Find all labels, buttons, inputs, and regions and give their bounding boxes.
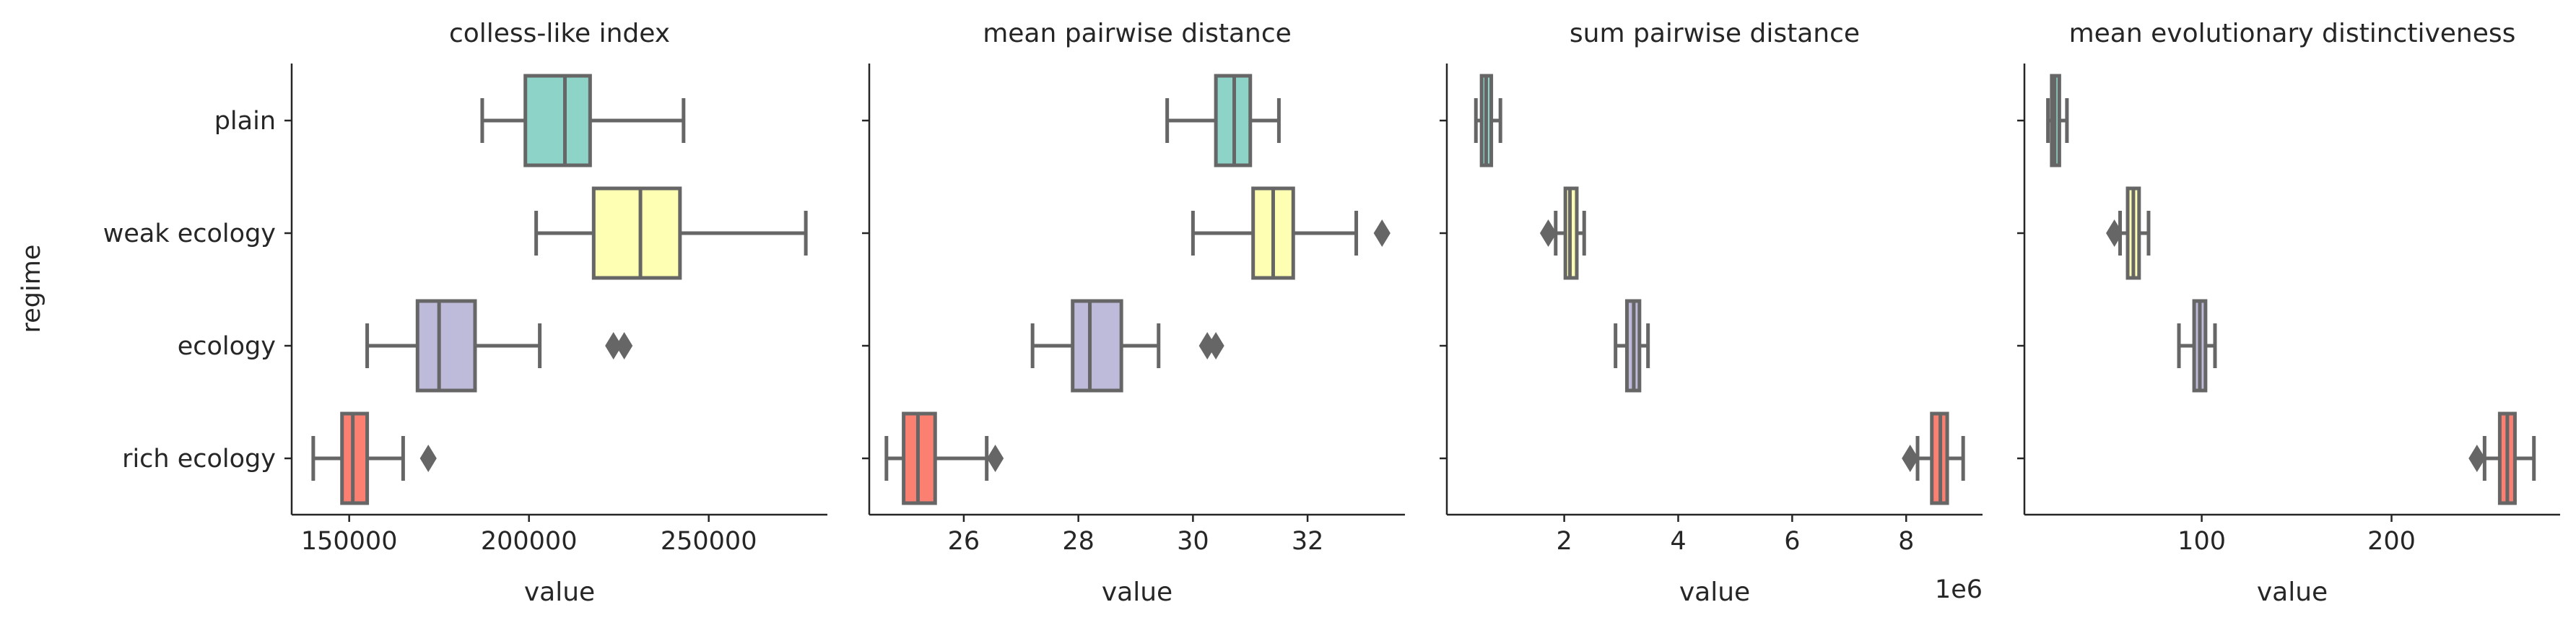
y-tick-label: rich ecology xyxy=(122,445,276,474)
panel-title: colless-like index xyxy=(449,19,670,48)
x-tick-label: 28 xyxy=(1062,527,1095,556)
box-weak-ecology xyxy=(1539,186,1586,280)
x-tick-label: 150000 xyxy=(301,527,398,556)
x-axis-label: value xyxy=(1679,577,1750,607)
y-tick-label: plain xyxy=(214,107,276,136)
outlier-point xyxy=(2468,445,2486,472)
panel-2: mean pairwise distance 26 28 30 32 value xyxy=(862,19,1405,607)
box-ecology xyxy=(1614,299,1650,393)
outlier-point xyxy=(616,332,633,359)
x-tick-label: 4 xyxy=(1670,527,1686,556)
box-ecology xyxy=(2177,299,2217,393)
x-tick-label: 200000 xyxy=(481,527,578,556)
x-axis-label: value xyxy=(524,577,595,607)
box-rich-ecology xyxy=(311,411,437,505)
panel-title: sum pairwise distance xyxy=(1570,19,1860,48)
outlier-point xyxy=(1539,219,1557,247)
panel-4: mean evolutionary distinctiveness 100 200 v… xyxy=(2017,19,2560,607)
outlier-point xyxy=(1207,332,1224,359)
y-tick-label: ecology xyxy=(178,332,276,361)
box-iqr xyxy=(415,299,477,393)
outlier-point xyxy=(2106,219,2123,247)
x-tick-label: 26 xyxy=(948,527,980,556)
box-rich-ecology xyxy=(2468,411,2536,505)
box-weak-ecology xyxy=(1191,186,1391,280)
x-tick-label: 8 xyxy=(1898,527,1914,556)
panel-title: mean evolutionary distinctiveness xyxy=(2069,19,2516,48)
box-plain xyxy=(1474,74,1502,167)
x-offset-label: 1e6 xyxy=(1935,575,1983,604)
x-axis-label: value xyxy=(1102,577,1172,607)
box-iqr xyxy=(1071,299,1123,393)
box-weak-ecology xyxy=(534,186,808,280)
box-plain xyxy=(480,74,686,167)
box-ecology xyxy=(1030,299,1224,393)
outlier-point xyxy=(1902,445,1919,472)
outlier-point xyxy=(419,445,437,472)
box-weak-ecology xyxy=(2106,186,2151,280)
box-iqr xyxy=(523,74,592,167)
box-plain xyxy=(1165,74,1281,167)
panel-3: sum pairwise distance 2 4 6 8 value 1e6 xyxy=(1440,19,1983,607)
x-tick-label: 32 xyxy=(1292,527,1324,556)
x-tick-label: 2 xyxy=(1556,527,1572,556)
panel-title: mean pairwise distance xyxy=(983,19,1292,48)
outlier-point xyxy=(987,445,1004,472)
x-axis-label: value xyxy=(2257,577,2328,607)
box-rich-ecology xyxy=(884,411,1004,505)
box-iqr xyxy=(591,186,682,280)
panels: colless-like index plain weak ecology ecolo… xyxy=(103,19,2560,607)
x-tick-label: 30 xyxy=(1177,527,1209,556)
x-tick-label: 250000 xyxy=(661,527,757,556)
y-tick-label: weak ecology xyxy=(103,219,276,248)
outlier-point xyxy=(1373,219,1391,247)
x-tick-label: 200 xyxy=(2367,527,2416,556)
box-ecology xyxy=(365,299,633,393)
y-axis-label: regime xyxy=(17,245,46,333)
x-tick-label: 6 xyxy=(1784,527,1800,556)
panel-1: colless-like index plain weak ecology ecolo… xyxy=(103,19,827,607)
box-rich-ecology xyxy=(1902,411,1965,505)
x-tick-label: 100 xyxy=(2177,527,2226,556)
box-plain xyxy=(2046,74,2069,167)
